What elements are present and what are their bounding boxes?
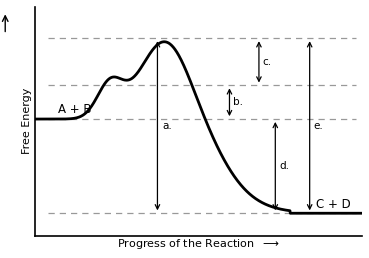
Text: d.: d. xyxy=(279,161,289,171)
Y-axis label: Free Energy: Free Energy xyxy=(22,88,32,155)
X-axis label: Progress of the Reaction  $\longrightarrow$: Progress of the Reaction $\longrightarro… xyxy=(117,237,280,251)
Text: c.: c. xyxy=(263,57,272,67)
Text: A + B: A + B xyxy=(58,103,91,116)
Text: C + D: C + D xyxy=(316,198,351,211)
Text: e.: e. xyxy=(314,121,323,131)
Text: b.: b. xyxy=(234,97,244,107)
Text: a.: a. xyxy=(162,121,172,131)
